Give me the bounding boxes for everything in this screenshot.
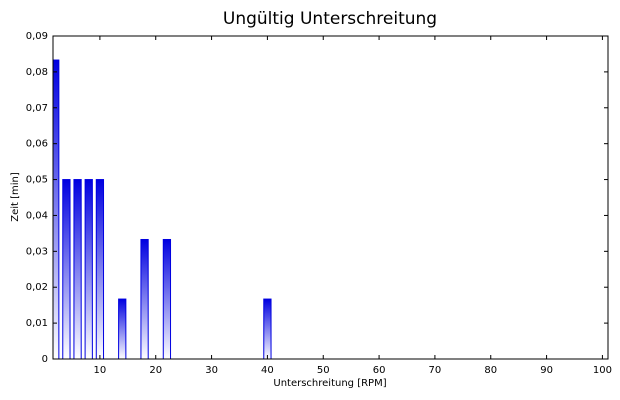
bar	[118, 298, 127, 359]
y-tick-label: 0,04	[26, 210, 48, 221]
y-tick-label: 0,07	[26, 103, 48, 114]
bar	[73, 179, 82, 359]
x-tick-label: 50	[317, 365, 330, 376]
x-tick-label: 70	[429, 365, 442, 376]
y-tick-label: 0	[42, 354, 48, 365]
y-tick-label: 0,09	[26, 31, 48, 42]
y-tick-label: 0,01	[26, 318, 48, 329]
x-tick-label: 10	[94, 365, 107, 376]
x-axis-label: Unterschreitung [RPM]	[273, 378, 386, 389]
chart-title: Ungültig Unterschreitung	[223, 9, 437, 29]
bar	[162, 238, 172, 359]
y-axis-label: Zeit [min]	[10, 172, 21, 222]
y-tick-label: 0,05	[26, 175, 48, 186]
x-tick-label: 20	[149, 365, 162, 376]
bar	[62, 179, 71, 359]
y-tick-label: 0,02	[26, 282, 48, 293]
bar	[84, 179, 93, 359]
x-tick-label: 90	[540, 365, 553, 376]
x-tick-label: 40	[261, 365, 274, 376]
x-tick-label: 100	[593, 365, 612, 376]
x-tick-label: 80	[484, 365, 497, 376]
plot-frame	[52, 35, 609, 360]
bar	[263, 298, 272, 359]
x-tick-label: 60	[373, 365, 386, 376]
x-tick-label: 30	[205, 365, 218, 376]
bar	[140, 238, 149, 359]
y-tick-label: 0,03	[26, 246, 48, 257]
y-tick-label: 0,06	[26, 139, 48, 150]
y-tick-label: 0,08	[26, 67, 48, 78]
bar	[95, 179, 105, 359]
